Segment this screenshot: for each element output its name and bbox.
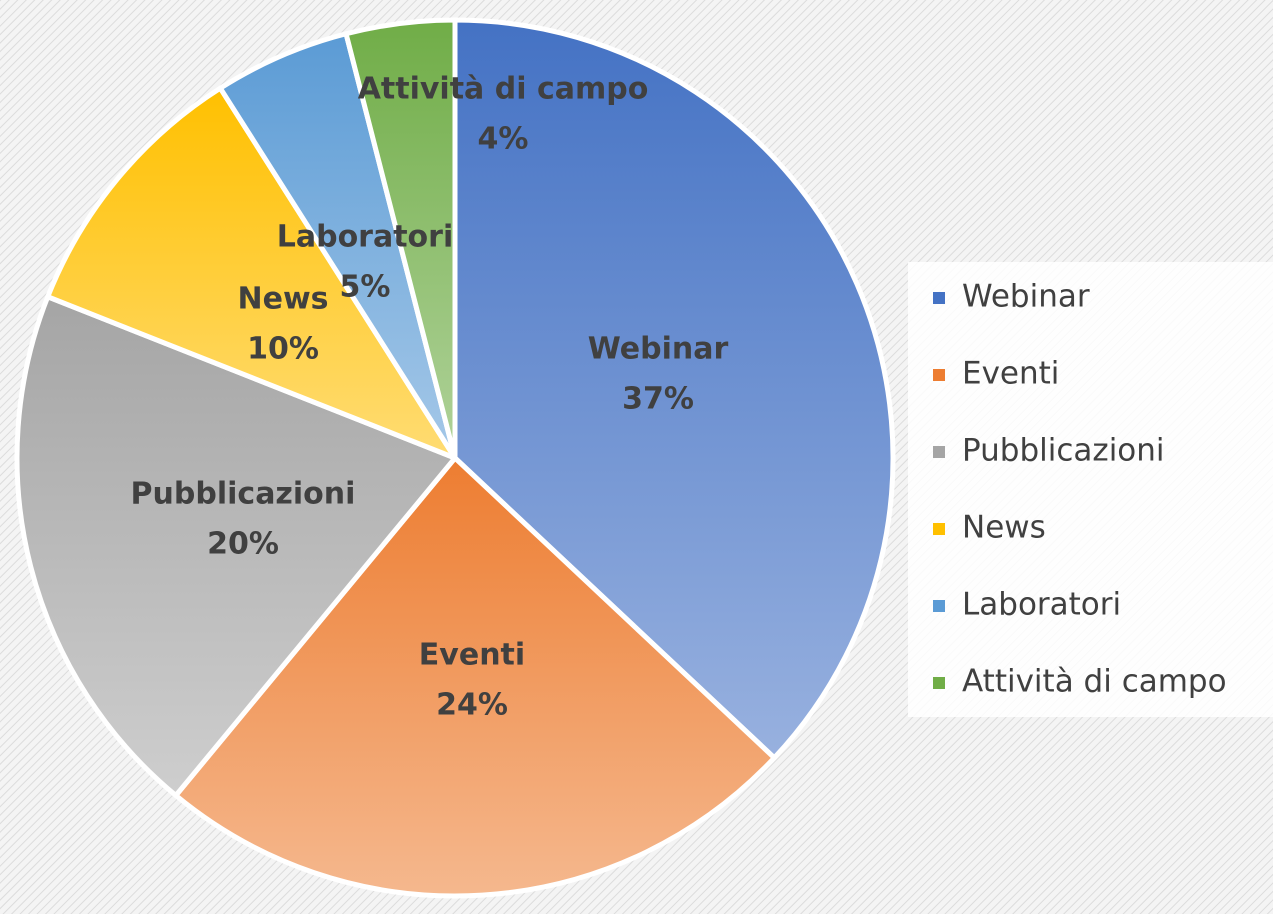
legend-swatch	[933, 292, 945, 304]
pie-slice	[173, 455, 777, 899]
legend-box	[908, 262, 1273, 717]
data-label-name: Pubblicazioni	[131, 477, 356, 512]
legend-swatch	[933, 677, 945, 689]
legend-label: News	[962, 510, 1046, 546]
legend-label: Attività di campo	[962, 664, 1227, 700]
data-label-name: News	[237, 282, 328, 317]
legend-swatch	[933, 523, 945, 535]
legend-label: Webinar	[962, 279, 1090, 315]
data-label-name: Webinar	[588, 332, 729, 367]
data-label-name: Eventi	[419, 638, 525, 673]
legend-label: Pubblicazioni	[962, 433, 1165, 469]
data-label-value: 10%	[247, 332, 319, 367]
pie-slice	[343, 17, 458, 461]
legend-label: Eventi	[962, 356, 1059, 392]
pie-slice	[452, 17, 896, 761]
data-label-value: 37%	[622, 382, 694, 417]
pie-slice	[45, 85, 458, 461]
legend-swatch	[933, 600, 945, 612]
legend-swatch	[933, 446, 945, 458]
legend-label: Laboratori	[962, 587, 1121, 623]
data-label-value: 4%	[478, 122, 529, 157]
legend-swatch	[933, 369, 945, 381]
data-label-name: Attività di campo	[358, 72, 649, 107]
data-label-name: Laboratori	[277, 220, 454, 255]
data-label-value: 5%	[340, 270, 391, 305]
data-label-value: 24%	[436, 688, 508, 723]
pie-slice	[14, 294, 458, 798]
data-label-value: 20%	[207, 527, 279, 562]
